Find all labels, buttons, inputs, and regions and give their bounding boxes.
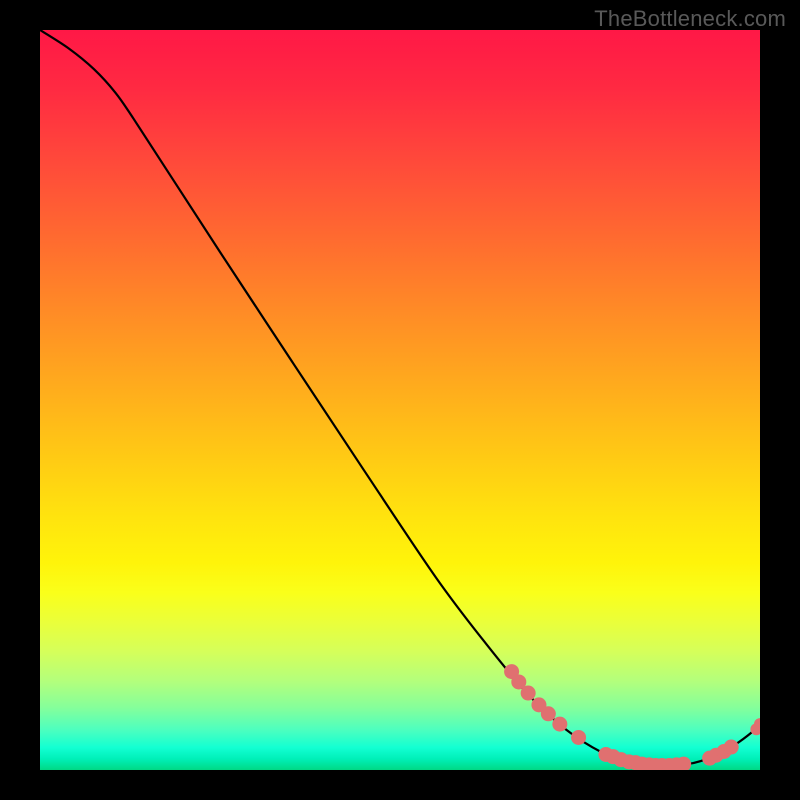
chart-container: TheBottleneck.com — [0, 0, 800, 800]
scatter-marker — [521, 686, 536, 701]
curve-line — [40, 30, 760, 766]
scatter-marker — [541, 706, 556, 721]
scatter-marker — [724, 740, 739, 755]
chart-svg — [40, 30, 760, 770]
watermark-text: TheBottleneck.com — [594, 6, 786, 32]
scatter-marker — [552, 717, 567, 732]
scatter-marker — [571, 730, 586, 745]
plot-area — [40, 30, 760, 770]
